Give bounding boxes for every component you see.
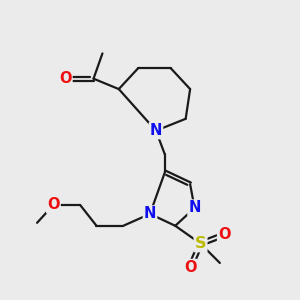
Text: O: O bbox=[47, 197, 60, 212]
Text: N: N bbox=[188, 200, 201, 215]
Text: N: N bbox=[144, 206, 156, 221]
Text: O: O bbox=[59, 71, 71, 86]
Text: O: O bbox=[218, 227, 231, 242]
Text: O: O bbox=[184, 260, 197, 275]
Text: S: S bbox=[195, 236, 206, 251]
Text: N: N bbox=[150, 123, 162, 138]
